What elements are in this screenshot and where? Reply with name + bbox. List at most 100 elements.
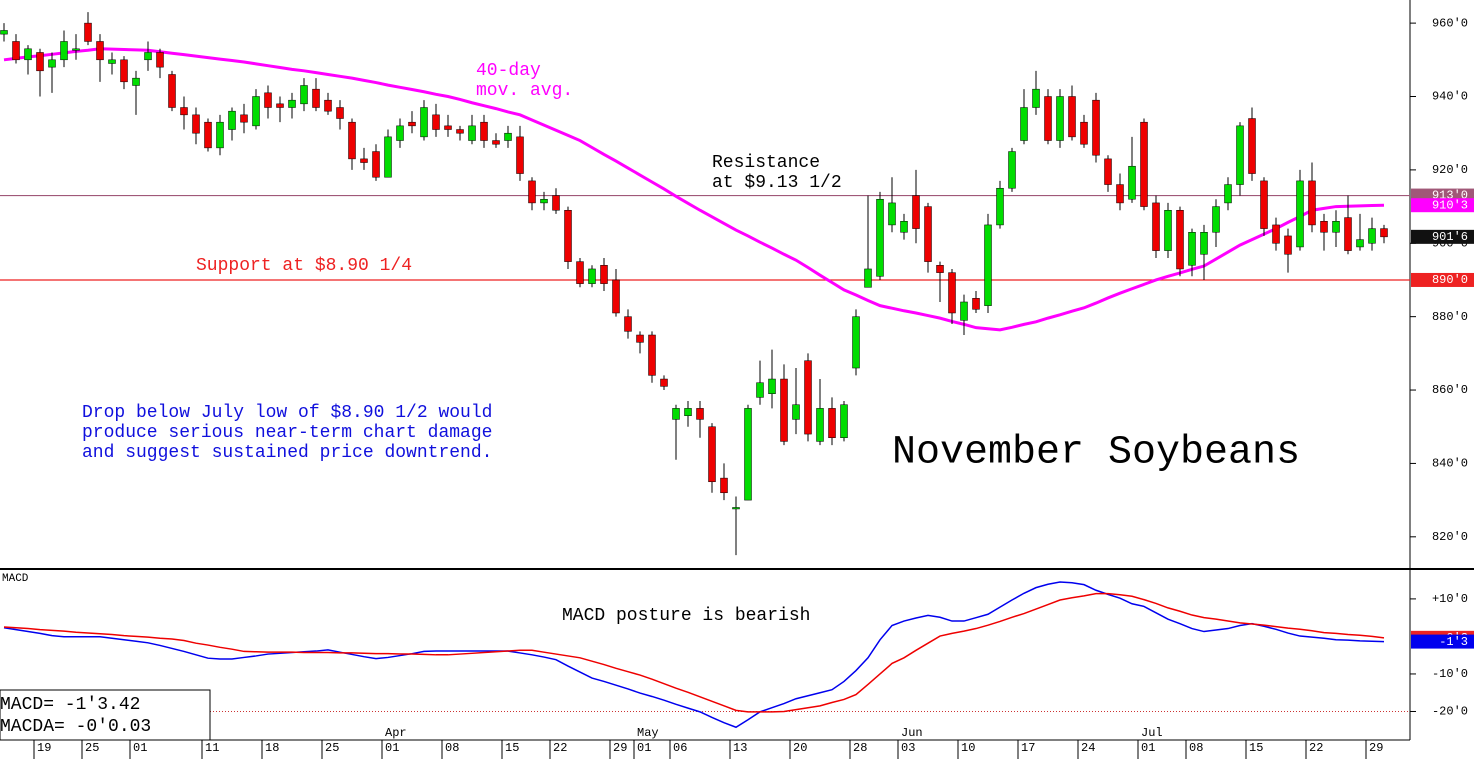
candle-body (1212, 206, 1220, 233)
candle-body (0, 30, 8, 35)
candle-body (276, 103, 284, 108)
candle-body (1164, 209, 1172, 251)
candle-body (1356, 239, 1364, 248)
candle-body (528, 180, 536, 204)
candle-body (876, 198, 884, 277)
candle-body (192, 114, 200, 134)
x-tick-label: 11 (205, 741, 219, 755)
candle-body (204, 121, 212, 149)
annotation: and suggest sustained price downtrend. (82, 443, 492, 463)
candle-body (24, 48, 32, 61)
candle-body (432, 114, 440, 130)
candle-body (252, 96, 260, 127)
x-tick-label: 10 (961, 741, 975, 755)
candle-body (132, 77, 140, 86)
candle-body (120, 59, 128, 83)
candle-body (516, 136, 524, 174)
x-tick-label: 08 (445, 741, 459, 755)
y-tick-label: 860'0 (1432, 383, 1468, 397)
x-tick-label: 25 (85, 741, 99, 755)
x-tick-label: 15 (505, 741, 519, 755)
candle-body (924, 206, 932, 262)
candle-body (300, 85, 308, 105)
annotation: at $9.13 1/2 (712, 173, 842, 193)
candle-body (180, 107, 188, 116)
candle-body (696, 408, 704, 420)
moving-average (3, 47, 1385, 332)
candle-body (84, 22, 92, 42)
y-tick-label: 880'0 (1432, 310, 1468, 324)
candle-body (996, 187, 1004, 226)
x-month-label: Jul (1141, 726, 1163, 740)
x-tick-label: 20 (793, 741, 807, 755)
candle-body (624, 316, 632, 332)
candle-body (408, 121, 416, 127)
readout: MACDA= -0'0.03 (0, 717, 151, 737)
level-tag-label: 890'0 (1432, 273, 1468, 287)
candle-body (1176, 209, 1184, 270)
candle-body (1344, 217, 1352, 251)
candle-body (108, 59, 116, 64)
x-tick-label: 29 (1369, 741, 1383, 755)
annotation: MACD posture is bearish (562, 606, 810, 626)
candle-body (1380, 228, 1388, 238)
candle-body (672, 408, 680, 420)
candle-body (384, 136, 392, 178)
candle-body (768, 378, 776, 394)
candle-body (60, 41, 68, 61)
y-tick-label: 820'0 (1432, 530, 1468, 544)
candle-body (336, 107, 344, 119)
candle-body (492, 140, 500, 145)
candle-body (1128, 165, 1136, 200)
candle-body (1152, 202, 1160, 251)
candle-body (828, 408, 836, 438)
level-tag-label: -1'3 (1439, 635, 1468, 649)
candle-body (1068, 96, 1076, 138)
y-tick-label: 960'0 (1432, 16, 1468, 30)
candle-body (708, 426, 716, 483)
x-tick-label: 01 (1141, 741, 1155, 755)
level-tag (1411, 229, 1474, 244)
candle-body (444, 125, 452, 130)
x-tick-label: 13 (733, 741, 747, 755)
level-tag (1411, 272, 1474, 287)
y-tick-label: -20'0 (1432, 705, 1468, 719)
level-tag (1411, 634, 1474, 649)
annotation: produce serious near-term chart damage (82, 423, 492, 443)
candle-body (1056, 96, 1064, 141)
candle-body (1188, 232, 1196, 266)
candle-body (756, 382, 764, 398)
candle-body (156, 52, 164, 68)
level-tag-label: 910'3 (1432, 198, 1468, 212)
x-month-label: Apr (385, 726, 407, 740)
candle-body (900, 221, 908, 233)
candle-body (396, 125, 404, 141)
candle-body (1296, 180, 1304, 248)
candle-body (360, 158, 368, 163)
candle-body (1008, 151, 1016, 189)
candle-body (648, 334, 656, 376)
candle-body (576, 261, 584, 284)
macd-line (3, 592, 1385, 713)
y-tick-label: 840'0 (1432, 457, 1468, 471)
candle-body (372, 151, 380, 178)
candle-body (240, 114, 248, 123)
candle-body (144, 52, 152, 61)
x-tick-label: 24 (1081, 741, 1095, 755)
candle-body (720, 477, 728, 494)
x-tick-label: 28 (853, 741, 867, 755)
candle-body (1248, 118, 1256, 174)
x-tick-label: 01 (133, 741, 147, 755)
candle-body (1308, 180, 1316, 226)
candle-body (636, 334, 644, 343)
candle-body (1284, 235, 1292, 255)
candle-body (780, 378, 788, 442)
candle-body (228, 110, 236, 130)
candle-body (36, 52, 44, 72)
candle-body (456, 129, 464, 134)
candle-body (948, 272, 956, 314)
candle-body (504, 132, 512, 141)
candle-body (984, 224, 992, 306)
